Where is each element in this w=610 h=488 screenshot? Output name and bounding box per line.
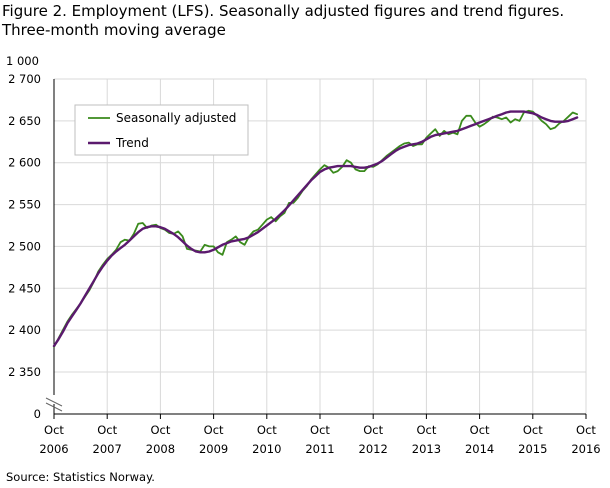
y-tick-label: 2 500 [8, 239, 41, 253]
y-tick-label: 2 400 [8, 323, 41, 337]
x-tick-year: 2016 [571, 442, 600, 456]
y-unit-label: 1 000 [6, 54, 39, 68]
chart-title: Figure 2. Employment (LFS). Seasonally a… [2, 2, 602, 40]
axes [45, 79, 587, 419]
x-tick-year: 2006 [39, 442, 68, 456]
y-tick-label: 2 350 [8, 365, 41, 379]
x-tick-month: Oct [97, 423, 117, 437]
x-tick-year: 2012 [359, 442, 388, 456]
y-tick-label: 2 450 [8, 281, 41, 295]
y-tick-label: 0 [34, 407, 41, 421]
x-tick-month: Oct [470, 423, 490, 437]
axis-break-mark-1 [45, 397, 63, 407]
x-tick-month: Oct [363, 423, 383, 437]
axis-break-mark-2 [45, 402, 63, 412]
x-tick-year: 2013 [412, 442, 441, 456]
x-tick-year: 2010 [252, 442, 281, 456]
x-tick-month: Oct [523, 423, 543, 437]
x-tick-year: 2009 [199, 442, 228, 456]
x-tick-month: Oct [44, 423, 64, 437]
legend-box [74, 104, 249, 156]
y-tick-label: 2 550 [8, 198, 41, 212]
x-tick-labels: Oct 2006 Oct 2007 Oct 2008 Oct 2009 Oct 2010 Oct 20… [39, 423, 600, 456]
x-tick-month: Oct [416, 423, 436, 437]
series-line-trend [52, 110, 579, 348]
legend-label: Trend [115, 136, 149, 150]
x-tick-month: Oct [310, 423, 330, 437]
x-tick-month: Oct [257, 423, 277, 437]
y-tick-label: 2 700 [8, 72, 41, 86]
chart-title-line1: Figure 2. Employment (LFS). Seasonally a… [2, 2, 565, 20]
y-tick-labels: 0 2 350 2 400 2 450 2 500 2 550 2 600 2 650 2 70… [8, 72, 41, 421]
source-note: Source: Statistics Norway. [6, 470, 155, 484]
y-tick-label: 2 650 [8, 114, 41, 128]
legend-label: Seasonally adjusted [116, 111, 236, 125]
y-tick-label: 2 600 [8, 156, 41, 170]
series-lines [52, 109, 579, 348]
x-tick-month: Oct [204, 423, 224, 437]
x-tick-year: 2011 [305, 442, 334, 456]
x-tick-year: 2007 [93, 442, 122, 456]
legend: Seasonally adjusted Trend [74, 104, 249, 156]
x-tick-month: Oct [576, 423, 596, 437]
x-tick-year: 2014 [465, 442, 494, 456]
x-tick-year: 2015 [518, 442, 547, 456]
chart-title-line2: Three-month moving average [2, 21, 226, 39]
x-tick-year: 2008 [146, 442, 175, 456]
x-tick-month: Oct [150, 423, 170, 437]
